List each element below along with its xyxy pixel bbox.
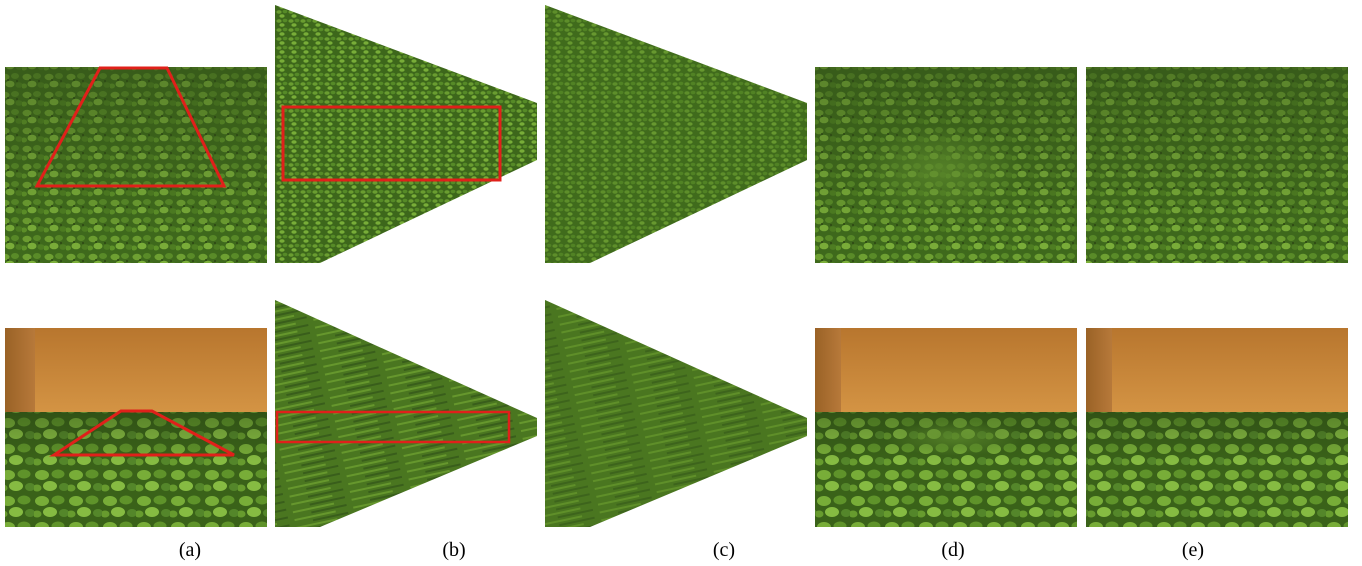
trapezoid-region-marker — [48, 409, 235, 457]
caption-d: (d) — [941, 539, 965, 561]
row-1 — [5, 5, 1348, 263]
panel-d-row1 — [815, 67, 1077, 263]
panel-b-row1 — [275, 5, 537, 263]
rectangle-region-marker — [275, 410, 511, 444]
caption-e: (e) — [1181, 539, 1205, 561]
panel-e-row2 — [1086, 328, 1348, 527]
caption-c: (c) — [712, 539, 736, 561]
rectangle-region-marker — [281, 105, 502, 182]
panel-e-row1 — [1086, 67, 1348, 263]
trapezoid-region-marker — [34, 66, 227, 188]
row-2 — [5, 300, 1348, 527]
panel-b-row2 — [275, 300, 537, 527]
panel-a-row2 — [5, 328, 267, 527]
caption-a: (a) — [178, 539, 202, 561]
panel-d-row2 — [815, 328, 1077, 527]
caption-b: (b) — [442, 539, 466, 561]
panel-c-row1 — [545, 5, 807, 263]
panel-c-row2 — [545, 300, 807, 527]
panel-a-row1 — [5, 66, 267, 263]
